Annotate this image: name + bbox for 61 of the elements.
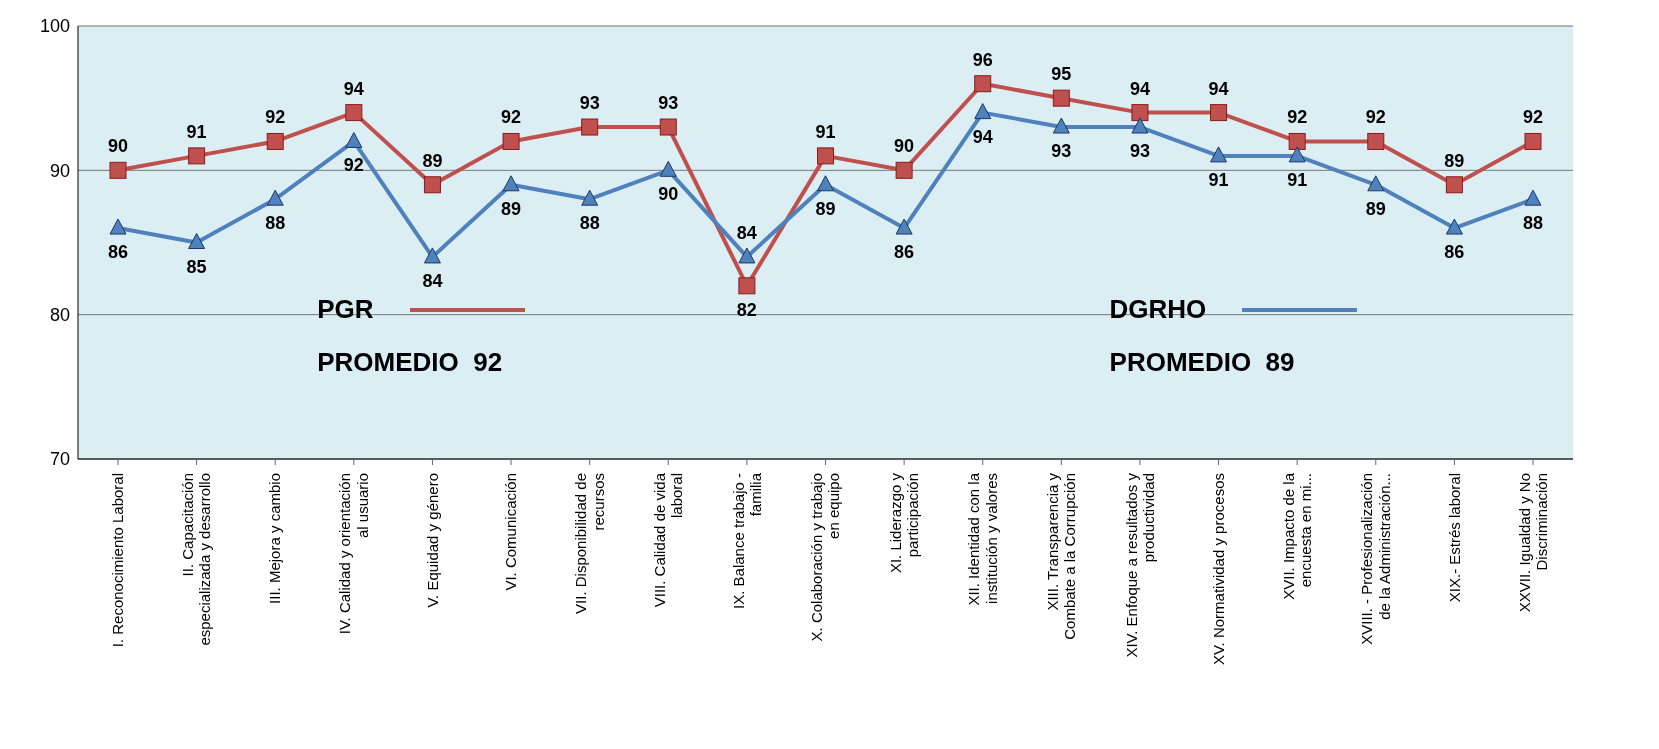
legend-label: DGRHO xyxy=(1109,294,1207,326)
data-label: 92 xyxy=(1287,107,1308,128)
data-label: 84 xyxy=(422,270,443,291)
x-tick-label: I. Reconocimiento Laboral xyxy=(109,473,127,648)
x-tick-label: VI. Comunicación xyxy=(502,473,520,591)
data-label: 93 xyxy=(1129,141,1150,162)
data-label: 92 xyxy=(343,155,364,176)
y-tick-label: 70 xyxy=(49,449,70,470)
x-tick-label: V. Equidad y género xyxy=(423,473,441,608)
x-tick-label: III. Mejora y cambio xyxy=(266,473,284,604)
annotation: PROMEDIO 89 xyxy=(1109,347,1296,379)
data-label: 96 xyxy=(972,49,993,70)
data-label: 86 xyxy=(894,242,915,263)
data-label: 93 xyxy=(658,93,679,114)
data-label: 91 xyxy=(186,121,207,142)
y-tick-label: 80 xyxy=(49,305,70,326)
x-tick-label: XIV. Enfoque a resultados y productividad xyxy=(1122,472,1157,658)
data-label: 88 xyxy=(1522,213,1544,234)
x-tick-label: XVII. Impacto de la encuesta en mi... xyxy=(1279,472,1315,600)
x-tick-label: IV. Calidad y orientación al usuario xyxy=(336,473,371,635)
y-tick-label: 100 xyxy=(39,16,70,37)
data-label: 92 xyxy=(265,107,286,128)
data-label: 95 xyxy=(1051,64,1072,85)
x-tick-label: XVIII. - Profesionalización de la Administración... xyxy=(1358,473,1393,645)
data-label: 94 xyxy=(1129,78,1150,99)
data-label: 84 xyxy=(736,222,757,243)
y-tick-label: 90 xyxy=(49,160,70,181)
x-tick-label: IX. Balance trabajo - familia xyxy=(729,472,764,609)
data-label: 94 xyxy=(972,126,993,147)
data-label: 91 xyxy=(815,121,836,142)
x-tick-label: XIX.- Estrés laboral xyxy=(1445,473,1463,603)
data-label: 90 xyxy=(658,184,679,205)
data-label: 90 xyxy=(894,136,915,157)
data-label: 92 xyxy=(1522,107,1544,128)
x-tick-label: VIII. Calidad de vida laboral xyxy=(650,472,686,608)
data-label: 90 xyxy=(107,136,129,157)
x-tick-label: XV. Normatividad y procesos xyxy=(1209,473,1227,666)
data-label: 91 xyxy=(1287,169,1308,190)
data-label: 89 xyxy=(1365,198,1386,219)
annotation: PROMEDIO 92 xyxy=(317,347,504,379)
data-label: 88 xyxy=(265,213,286,234)
data-label: 94 xyxy=(343,78,364,99)
data-label: 89 xyxy=(422,150,443,171)
data-label: 92 xyxy=(1365,107,1386,128)
data-label: 94 xyxy=(1208,78,1229,99)
data-label: 93 xyxy=(579,93,600,114)
data-label: 89 xyxy=(1444,150,1465,171)
x-tick-label: VII. Disponibilidad de recursos xyxy=(572,473,607,614)
data-label: 82 xyxy=(736,299,757,320)
data-label: 86 xyxy=(107,242,129,263)
x-tick-label: XXVII. Igualdad y No Discriminación xyxy=(1515,473,1550,613)
legend-label: PGR xyxy=(317,294,374,326)
data-label: 89 xyxy=(501,198,522,219)
data-label: 93 xyxy=(1051,141,1072,162)
data-label: 91 xyxy=(1208,169,1229,190)
x-tick-label: II. Capacitación especializada y desarrollo xyxy=(179,473,214,646)
data-label: 89 xyxy=(815,198,836,219)
data-label: 92 xyxy=(501,107,522,128)
data-label: 88 xyxy=(579,213,600,234)
data-label: 85 xyxy=(186,256,207,277)
data-label: 86 xyxy=(1444,242,1465,263)
